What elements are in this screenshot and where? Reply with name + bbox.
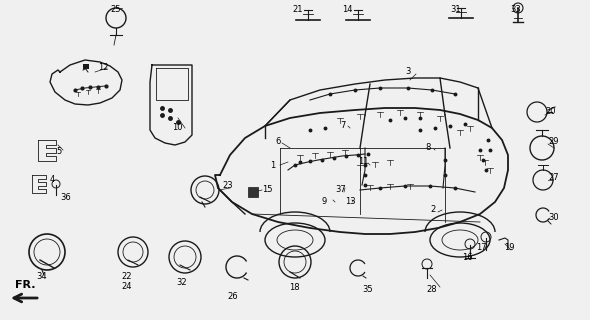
Text: 30: 30 [548,213,559,222]
Text: 20: 20 [545,108,556,116]
Text: FR.: FR. [15,280,35,290]
Text: 2: 2 [430,205,435,214]
Text: 4: 4 [50,175,55,184]
Text: 17: 17 [476,244,487,252]
Text: 18: 18 [289,283,299,292]
Text: 32: 32 [176,278,187,287]
Text: 15: 15 [262,186,273,195]
Text: 25: 25 [111,5,122,14]
Text: 37: 37 [335,186,346,195]
Text: 14: 14 [342,5,352,14]
Text: 21: 21 [292,5,303,14]
Text: 26: 26 [228,292,238,301]
Text: 5: 5 [56,147,61,156]
Text: 13: 13 [345,197,356,206]
Text: 28: 28 [427,285,437,294]
Text: 16: 16 [462,253,473,262]
Text: 19: 19 [504,244,514,252]
Text: 23: 23 [222,180,232,189]
Text: 29: 29 [548,138,559,147]
Text: 24: 24 [122,282,132,291]
Text: 33: 33 [510,5,521,14]
Text: 10: 10 [172,124,182,132]
Text: 35: 35 [362,285,373,294]
Text: 22: 22 [122,272,132,281]
Text: 31: 31 [450,5,461,14]
Text: 9: 9 [322,197,327,206]
Text: 1: 1 [270,161,276,170]
Bar [248,187,258,197]
Text: 34: 34 [37,272,47,281]
Text: 12: 12 [98,63,109,73]
Bar [83,64,89,69]
Text: 11: 11 [358,157,369,166]
Text: 27: 27 [548,173,559,182]
Text: 36: 36 [60,194,71,203]
Text: 3: 3 [405,68,411,76]
Text: 7: 7 [340,121,345,130]
Text: 6: 6 [275,138,280,147]
Text: 8: 8 [425,143,430,153]
